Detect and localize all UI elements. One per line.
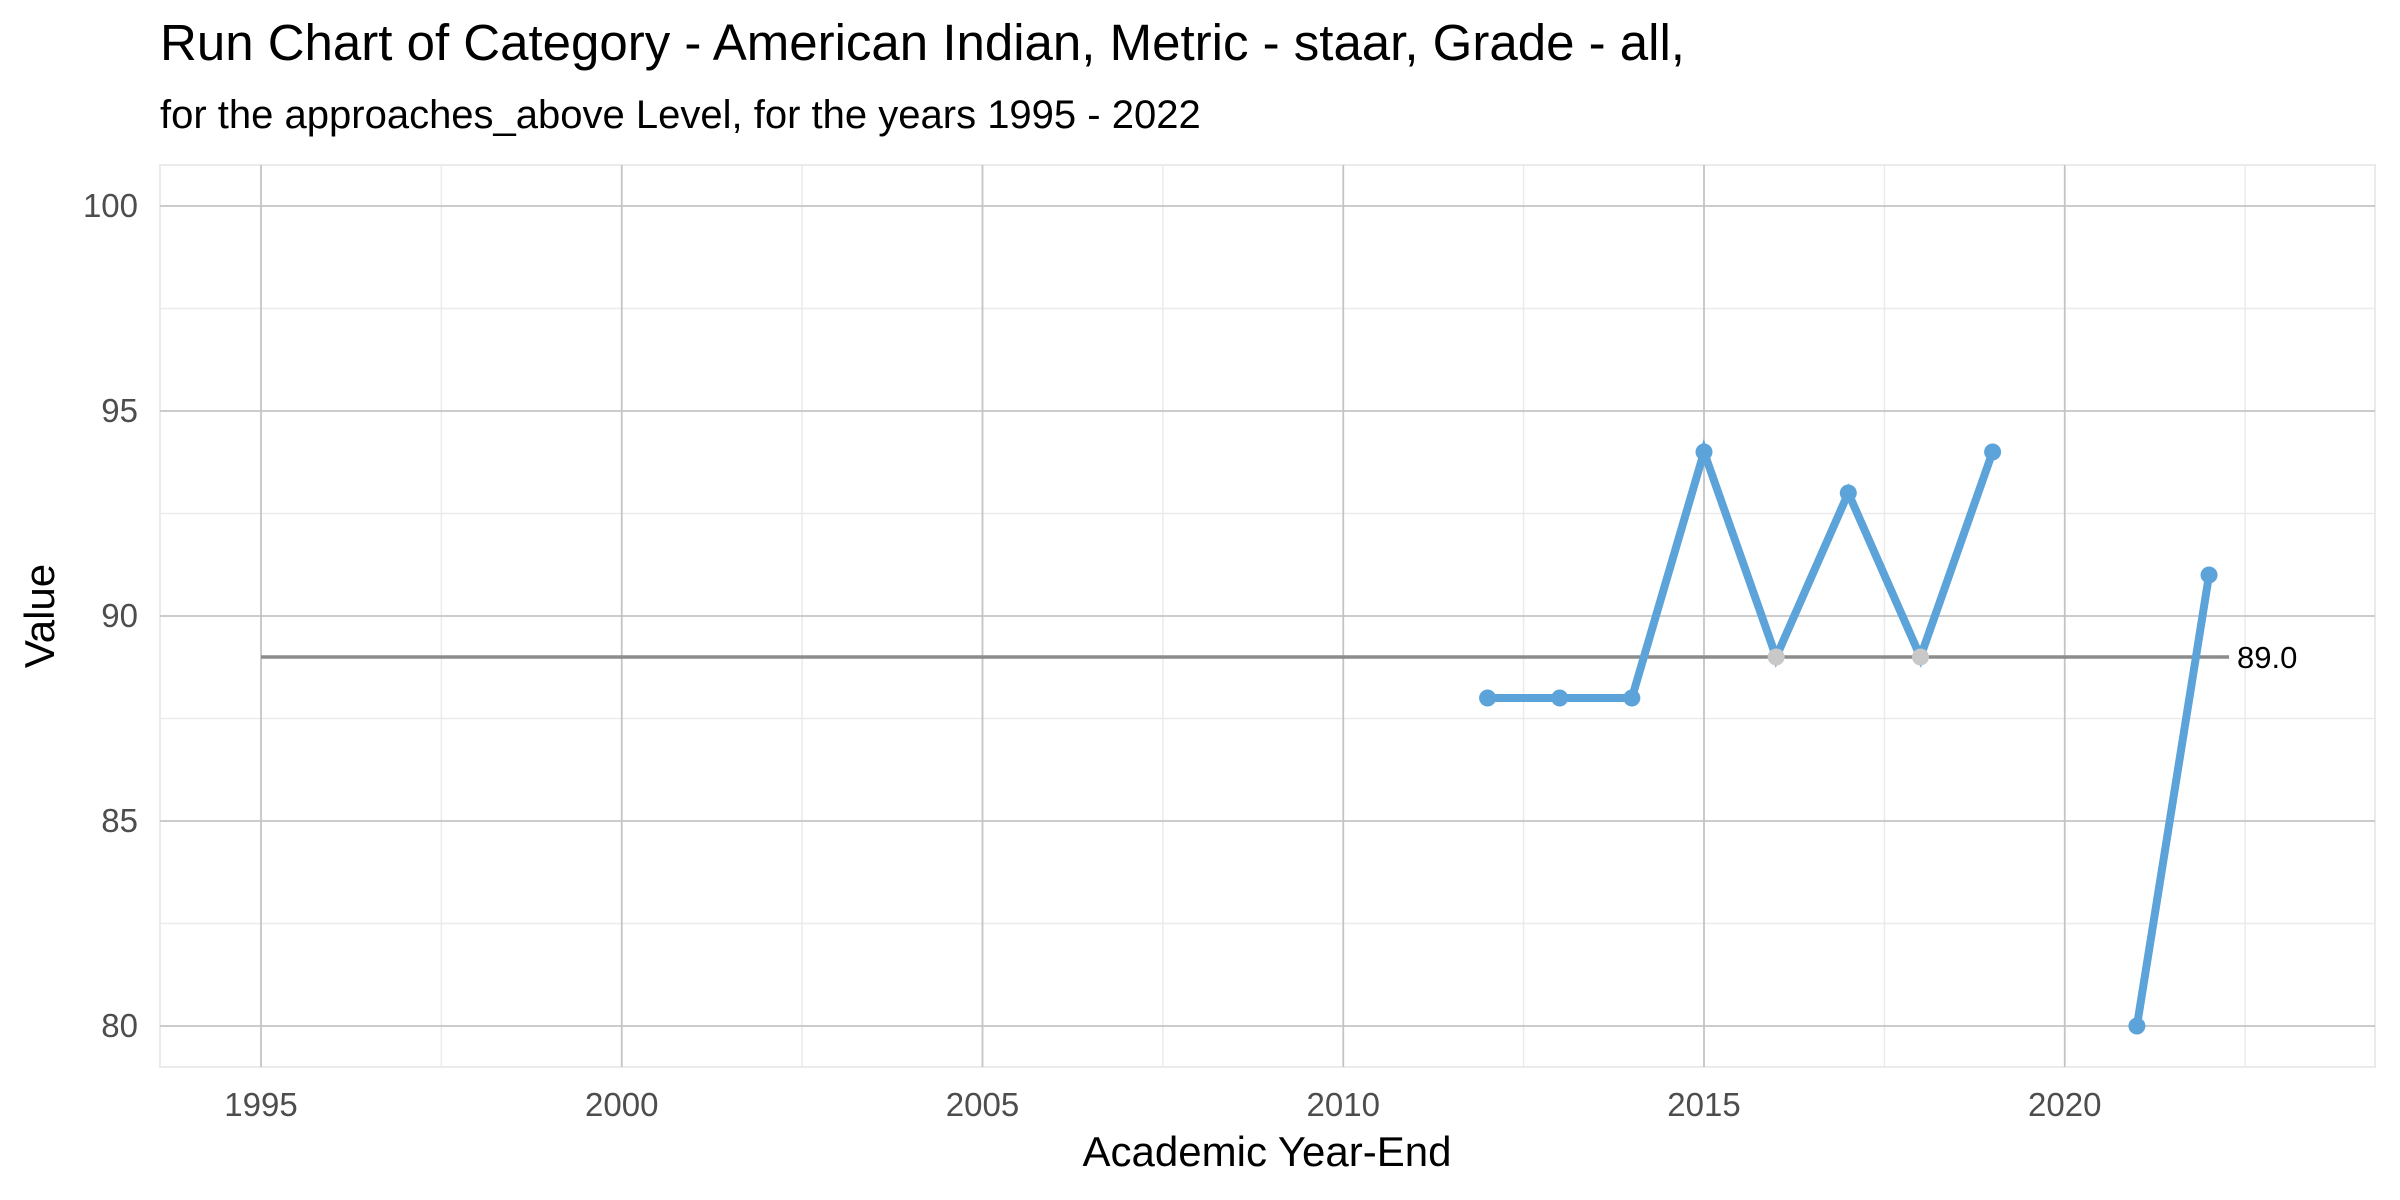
minor-gridlines — [160, 165, 2375, 1067]
chart-title: Run Chart of Category - American Indian,… — [160, 14, 1685, 71]
data-point — [1479, 689, 1497, 707]
y-axis-title: Value — [16, 564, 63, 668]
x-tick-label: 2000 — [585, 1086, 658, 1123]
data-point — [1623, 689, 1641, 707]
series-line — [2132, 571, 2214, 1030]
x-tick-label: 2020 — [2028, 1086, 2101, 1123]
data-point — [1551, 689, 1569, 707]
series-line — [1483, 438, 1997, 702]
series-layer — [1479, 438, 2218, 1035]
x-tick-label: 2010 — [1307, 1086, 1380, 1123]
median-value-label: 89.0 — [2237, 640, 2297, 675]
x-tick-label: 1995 — [224, 1086, 297, 1123]
x-axis-ticks: 1995 2000 2005 2010 2015 2020 — [224, 1086, 2101, 1123]
y-axis-ticks: 80 85 90 95 100 — [83, 187, 138, 1044]
y-tick-label: 90 — [101, 597, 138, 634]
data-point — [1984, 443, 2002, 461]
y-tick-label: 100 — [83, 187, 138, 224]
chart-subtitle: for the approaches_above Level, for the … — [160, 93, 1201, 137]
major-gridlines — [160, 165, 2375, 1067]
data-point — [2128, 1017, 2146, 1035]
data-point — [1911, 648, 1929, 666]
data-point — [1695, 443, 1713, 461]
x-tick-label: 2015 — [1667, 1086, 1740, 1123]
y-tick-label: 80 — [101, 1007, 138, 1044]
x-tick-label: 2005 — [946, 1086, 1019, 1123]
data-point — [1839, 484, 1857, 502]
x-axis-title: Academic Year-End — [1083, 1128, 1452, 1175]
data-point — [1767, 648, 1785, 666]
y-tick-label: 85 — [101, 802, 138, 839]
y-tick-label: 95 — [101, 392, 138, 429]
median-layer: 89.0 — [261, 640, 2297, 675]
data-point — [2200, 566, 2218, 584]
